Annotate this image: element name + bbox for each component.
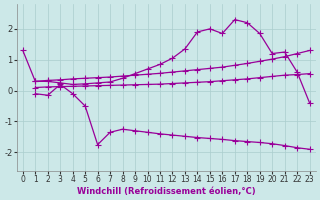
X-axis label: Windchill (Refroidissement éolien,°C): Windchill (Refroidissement éolien,°C) (77, 187, 256, 196)
